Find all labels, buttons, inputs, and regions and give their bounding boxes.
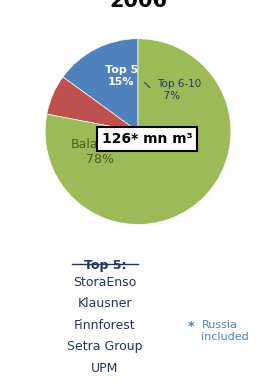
Text: StoraEnso: StoraEnso	[73, 276, 137, 289]
Text: Russia
included: Russia included	[201, 320, 249, 342]
Text: UPM: UPM	[91, 362, 119, 375]
Text: Klausner: Klausner	[78, 297, 132, 310]
Text: Finnforest: Finnforest	[74, 319, 136, 332]
Text: 126* mn m³: 126* mn m³	[102, 132, 193, 146]
Text: Top 5
15%: Top 5 15%	[105, 65, 138, 87]
Wedge shape	[63, 39, 138, 132]
Text: Top 6-10
  7%: Top 6-10 7%	[156, 79, 201, 101]
Wedge shape	[45, 39, 231, 224]
Title: 2006: 2006	[109, 0, 167, 11]
Text: Top 5:: Top 5:	[84, 259, 126, 272]
Text: *: *	[188, 320, 194, 333]
Text: Balance
  78%: Balance 78%	[71, 138, 121, 166]
Wedge shape	[47, 77, 138, 132]
Text: Setra Group: Setra Group	[67, 340, 143, 353]
